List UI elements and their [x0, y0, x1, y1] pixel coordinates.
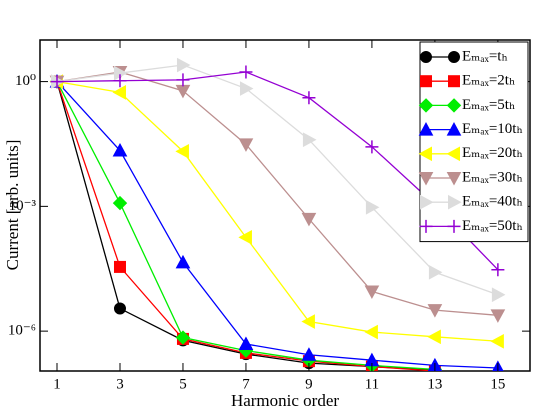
legend-marker: [448, 194, 462, 210]
marker: [50, 75, 64, 89]
legend-label: Eₘₐₓ=50tₕ: [462, 218, 523, 234]
x-tick-label: 1: [53, 376, 61, 392]
x-tick-label: 9: [305, 376, 313, 392]
marker: [175, 254, 191, 269]
legend-marker: [448, 51, 460, 63]
marker: [112, 142, 128, 157]
marker: [427, 329, 441, 345]
legend-label: Eₘₐₓ=40tₕ: [462, 194, 523, 210]
legend-marker: [448, 75, 460, 88]
series-line: [56, 80, 498, 342]
marker: [175, 144, 189, 159]
marker: [365, 199, 380, 215]
marker: [176, 73, 190, 87]
legend-marker: [420, 75, 432, 88]
marker: [301, 347, 317, 361]
x-tick-label: 7: [242, 376, 250, 392]
marker: [175, 330, 191, 345]
legend-marker: [447, 219, 461, 233]
marker: [301, 314, 315, 329]
marker: [113, 260, 126, 273]
legend-marker: [418, 98, 434, 113]
marker: [301, 212, 317, 227]
legend-label: Eₘₐₓ=10tₕ: [462, 121, 523, 137]
series-line: [56, 71, 498, 316]
marker: [238, 336, 254, 351]
marker: [239, 81, 254, 96]
y-tick-label: 10⁻⁶: [8, 323, 36, 339]
marker: [491, 263, 505, 277]
marker: [112, 85, 126, 100]
x-axis-label: Harmonic order: [231, 391, 339, 410]
legend-box: [419, 41, 529, 243]
marker: [113, 302, 126, 315]
series-line: [56, 81, 435, 371]
series-line: [56, 64, 499, 296]
marker: [365, 140, 379, 154]
marker: [239, 65, 253, 79]
x-tick-label: 13: [427, 376, 442, 392]
legend-marker: [446, 122, 462, 136]
marker: [238, 229, 252, 245]
marker: [302, 91, 316, 105]
marker: [112, 195, 128, 211]
y-axis-label: Current [arb. units]: [3, 140, 22, 271]
plot-frame: [39, 39, 531, 372]
marker: [302, 132, 317, 148]
marker: [364, 285, 380, 299]
legend-label: Eₘₐₓ=30tₕ: [462, 169, 523, 185]
legend-marker: [418, 172, 434, 186]
legend-marker: [446, 172, 462, 186]
series-line: [56, 81, 498, 369]
legend-marker: [446, 98, 462, 113]
marker: [427, 304, 443, 318]
marker: [176, 57, 191, 73]
legend-marker: [419, 219, 433, 233]
legend-marker: [446, 146, 460, 162]
legend-marker: [420, 51, 432, 63]
marker: [113, 74, 127, 88]
marker: [364, 324, 378, 340]
marker: [490, 333, 504, 349]
legend-marker: [418, 122, 434, 136]
legend-label: Eₘₐₓ=tₕ: [462, 48, 508, 64]
series-line: [56, 81, 435, 371]
x-tick-label: 15: [490, 376, 505, 392]
marker: [490, 309, 506, 323]
x-tick-label: 3: [116, 376, 124, 392]
marker: [491, 287, 506, 303]
series-layer: [49, 57, 506, 371]
legend-label: Eₘₐₓ=2tₕ: [462, 73, 515, 89]
legend-marker: [420, 194, 434, 210]
legend-label: Eₘₐₓ=20tₕ: [462, 145, 523, 161]
x-tick-label: 11: [365, 376, 379, 392]
legend: Eₘₐₓ=tₕ Eₘₐₓ=2tₕ Eₘₐₓ=5tₕ Eₘₐₓ=10tₕ Eₘₐₓ=20t…: [418, 41, 529, 243]
legend-marker: [418, 146, 432, 162]
series-line: [56, 81, 435, 371]
legend-label: Eₘₐₓ=5tₕ: [462, 97, 515, 113]
y-tick-label: 10⁰: [15, 73, 36, 89]
y-tick-label: 10⁻³: [9, 198, 37, 214]
marker: [428, 264, 443, 280]
marker: [238, 138, 254, 152]
x-tick-label: 5: [179, 376, 187, 392]
